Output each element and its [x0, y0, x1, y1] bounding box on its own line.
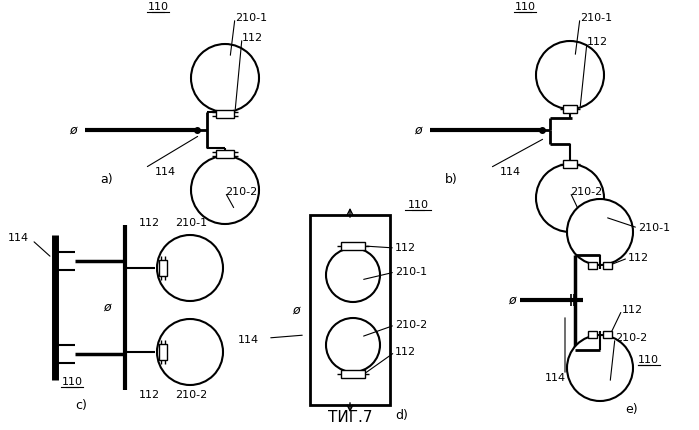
Text: 210-1: 210-1: [235, 13, 267, 23]
Ellipse shape: [567, 199, 633, 265]
Ellipse shape: [536, 41, 604, 109]
Bar: [310, 215, 390, 405]
Text: 110: 110: [62, 377, 82, 387]
Bar: [216, 150, 234, 158]
Text: 114: 114: [500, 167, 521, 177]
Text: 112: 112: [139, 218, 160, 228]
Bar: [341, 370, 365, 378]
Text: 114: 114: [545, 373, 566, 383]
Ellipse shape: [326, 248, 380, 302]
Bar: [563, 105, 577, 113]
Bar: [159, 344, 167, 360]
Text: b): b): [445, 173, 458, 187]
Bar: [216, 110, 234, 118]
Ellipse shape: [157, 235, 223, 301]
Text: 210-2: 210-2: [615, 333, 647, 343]
Ellipse shape: [326, 318, 380, 372]
Text: ø: ø: [69, 123, 77, 136]
Bar: [603, 262, 612, 269]
Text: 112: 112: [139, 390, 160, 400]
Text: 112: 112: [395, 243, 416, 253]
Text: 210-2: 210-2: [175, 390, 207, 400]
Text: 114: 114: [238, 335, 259, 345]
Bar: [341, 242, 365, 250]
Text: 110: 110: [514, 2, 535, 12]
Text: 114: 114: [8, 233, 29, 243]
Bar: [588, 331, 597, 338]
Ellipse shape: [191, 156, 259, 224]
Ellipse shape: [567, 335, 633, 401]
Text: ø: ø: [508, 294, 516, 307]
Text: ø: ø: [103, 301, 111, 313]
Text: ø: ø: [415, 123, 421, 136]
Text: 110: 110: [638, 355, 659, 365]
Text: 112: 112: [395, 347, 416, 357]
Text: 210-2: 210-2: [395, 320, 427, 330]
Text: 112: 112: [628, 253, 649, 263]
Text: d): d): [395, 408, 408, 421]
Text: c): c): [75, 399, 87, 412]
Text: ΤИГ.7: ΤИГ.7: [328, 411, 373, 426]
Text: 112: 112: [622, 305, 643, 315]
Text: 210-2: 210-2: [225, 187, 257, 197]
Ellipse shape: [157, 319, 223, 385]
Bar: [588, 262, 597, 269]
Bar: [603, 331, 612, 338]
Text: 210-1: 210-1: [638, 223, 670, 233]
Text: 112: 112: [587, 37, 608, 47]
Text: e): e): [625, 403, 637, 417]
Text: 210-1: 210-1: [395, 267, 427, 277]
Bar: [159, 260, 167, 276]
Text: 112: 112: [242, 33, 263, 43]
Text: 210-2: 210-2: [570, 187, 603, 197]
Text: 210-1: 210-1: [580, 13, 612, 23]
Ellipse shape: [191, 44, 259, 112]
Text: ø: ø: [292, 304, 300, 316]
Bar: [563, 160, 577, 168]
Text: a): a): [100, 173, 113, 187]
Text: 110: 110: [408, 200, 428, 210]
Text: 210-1: 210-1: [175, 218, 207, 228]
Text: 110: 110: [147, 2, 168, 12]
Text: 114: 114: [155, 167, 176, 177]
Ellipse shape: [536, 164, 604, 232]
